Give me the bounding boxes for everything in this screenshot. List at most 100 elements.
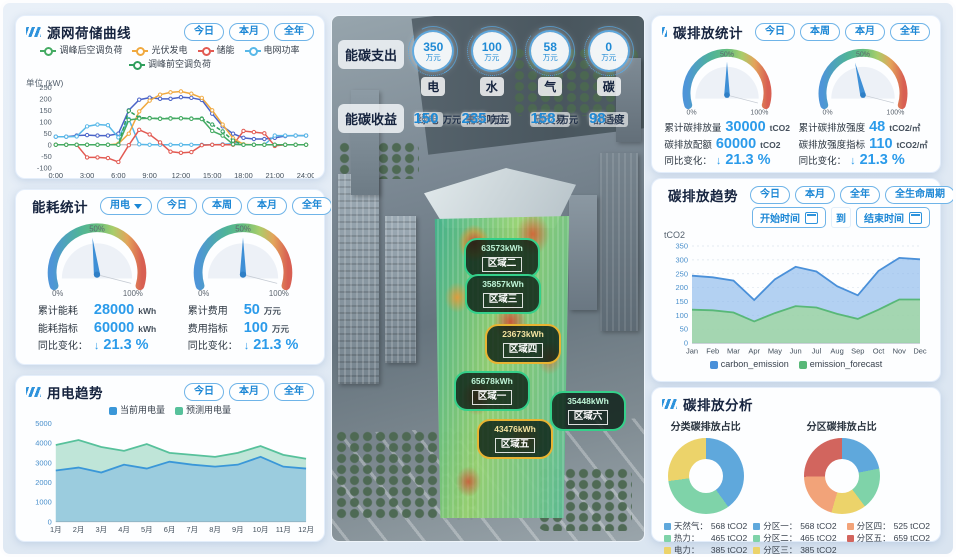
legend-item[interactable]: 分区三： 385 tCO2 (753, 544, 837, 554)
legend-item[interactable]: 电力： 385 tCO2 (663, 544, 748, 555)
svg-text:4月: 4月 (118, 525, 130, 534)
svg-text:Mar: Mar (727, 347, 740, 356)
legend-item[interactable]: 调峰前空调负荷 (128, 58, 211, 71)
stat-label: 同比变化： (664, 156, 712, 167)
svg-text:0:00: 0:00 (49, 171, 63, 180)
svg-text:0%: 0% (823, 109, 833, 116)
filter-year-button[interactable]: 全年 (890, 23, 930, 41)
legend-label: 天然气： (673, 521, 708, 531)
filter-today-button[interactable]: 今日 (750, 186, 790, 204)
panel-energy-stats: 能耗统计 用电 今日 本周 本月 全年 0% 50% 100% 累计能耗 28000 k… (15, 189, 332, 365)
filter-year-button[interactable]: 全年 (274, 383, 314, 401)
end-date-picker[interactable]: 结束时间 (856, 207, 930, 228)
legend-swatch (753, 522, 761, 530)
filter-today-button[interactable]: 今日 (184, 383, 224, 401)
filter-month-button[interactable]: 本月 (229, 23, 269, 41)
legend-item[interactable]: 热力： 465 tCO2 (663, 532, 747, 544)
panel-title: 源网荷储曲线 (47, 26, 131, 41)
building (385, 215, 417, 363)
panel-title: 碳排放趋势 (668, 189, 738, 204)
filter-year-button[interactable]: 全年 (274, 23, 314, 41)
stat-unit: kWh (138, 323, 157, 334)
svg-text:5月: 5月 (141, 525, 153, 534)
legend-label: 调峰后空调负荷 (59, 45, 123, 55)
revenue-item-green-power: 150 万元 绿电 (413, 109, 461, 127)
legend-swatch (197, 46, 214, 56)
legend-item[interactable]: emission_forecast (798, 358, 882, 371)
zone-label-3[interactable]: 35857kWh 区域三 (465, 274, 541, 314)
zone-label-5[interactable]: 43476kWh 区域五 (477, 419, 553, 459)
legend-label: carbon_emission (720, 359, 789, 369)
energy-type-dropdown[interactable]: 用电 (100, 197, 152, 215)
y-axis-unit-label: tCO2 (664, 230, 686, 240)
legend-item[interactable]: 分区二： 465 tCO2 (753, 532, 837, 544)
svg-text:-100: -100 (37, 163, 52, 172)
svg-text:150: 150 (675, 297, 688, 306)
building (338, 173, 379, 384)
svg-text:Jul: Jul (812, 347, 822, 356)
filter-month-button[interactable]: 本月 (229, 383, 269, 401)
legend-label: 热力： (673, 533, 700, 543)
y-axis-unit-label: 单位 (kW) (26, 78, 64, 88)
filter-year-button[interactable]: 全年 (292, 197, 332, 215)
legend-item[interactable]: 调峰后空调负荷 (40, 44, 122, 57)
panel-carbon-analysis: 碳排放分析 分类碳排放占比 天然气： 568 tCO2 热力： 465 tCO2 电力：… (651, 387, 941, 554)
legend-swatch (175, 406, 183, 415)
stat-value: 48 (869, 119, 886, 135)
legend-item[interactable]: 储能 (197, 44, 235, 57)
zone-label-1[interactable]: 65678kWh 区域一 (454, 371, 530, 411)
svg-text:50%: 50% (235, 225, 251, 234)
energy-revenue-row: 能碳收益 150 万元 绿电 235 万元 需求响应 158 万元 碳交易 98… (338, 104, 638, 133)
svg-text:5000: 5000 (35, 419, 52, 428)
svg-text:9月: 9月 (232, 525, 244, 534)
panel-source-grid-curve: 源网荷储曲线 今日 本月 全年 调峰后空调负荷 光伏发电 储能 电网功率调峰前空调负荷… (15, 15, 325, 181)
legend-label: 分区五： (856, 533, 891, 543)
stat-label: 能耗指标 (37, 323, 78, 335)
filter-week-button[interactable]: 本周 (800, 23, 840, 41)
carbon-emission-gauge: 0% 50% 100% (674, 44, 780, 118)
legend-swatch (753, 534, 761, 542)
svg-text:200: 200 (39, 94, 51, 103)
filter-month-button[interactable]: 本月 (795, 186, 835, 204)
legend-item[interactable]: 天然气： 568 tCO2 (663, 520, 747, 532)
svg-text:Oct: Oct (873, 347, 886, 356)
legend-value: 385 tCO2 (710, 545, 748, 555)
zone-label-2[interactable]: 63573kWh 区域二 (464, 238, 540, 278)
panel-title: 用电趋势 (47, 386, 103, 401)
svg-text:12:00: 12:00 (172, 171, 191, 180)
filter-month-button[interactable]: 本月 (845, 23, 885, 41)
svg-text:8月: 8月 (209, 525, 221, 534)
svg-text:Nov: Nov (893, 347, 907, 356)
filter-week-button[interactable]: 本周 (202, 197, 242, 215)
legend-swatch (128, 60, 145, 70)
stat-label: 同比变化： (798, 156, 847, 167)
svg-text:1000: 1000 (35, 498, 52, 507)
legend-item[interactable]: 分区四： 525 tCO2 (846, 520, 930, 532)
stat-unit: tCO2/㎡ (896, 139, 928, 150)
legend-item[interactable]: 光伏发电 (132, 44, 188, 57)
filter-today-button[interactable]: 今日 (184, 23, 224, 41)
stat-label: 碳排放配额 (664, 139, 712, 151)
filter-year-button[interactable]: 全年 (840, 186, 880, 204)
filter-month-button[interactable]: 本月 (247, 197, 287, 215)
donut-title: 分区碳排放占比 (806, 422, 877, 433)
filter-today-button[interactable]: 今日 (157, 197, 197, 215)
svg-text:12月: 12月 (298, 525, 314, 534)
legend-item[interactable]: 电网功率 (244, 44, 300, 57)
legend-item[interactable]: 分区五： 659 tCO2 (846, 532, 930, 544)
legend-item[interactable]: carbon_emission (709, 358, 789, 371)
source-grid-line-chart: 单位 (kW) -100 -50 0 50 100 150 200 250 0:00 3:00 6:… (26, 78, 314, 181)
start-date-picker[interactable]: 开始时间 (752, 207, 826, 228)
zone-label-6[interactable]: 35448kWh 区域六 (550, 391, 626, 431)
legend-item[interactable]: 预测用电量 (175, 404, 231, 417)
filter-lifecycle-button[interactable]: 全生命周期 (885, 186, 953, 204)
svg-text:6月: 6月 (164, 525, 176, 534)
legend-swatch (40, 46, 57, 56)
filter-today-button[interactable]: 今日 (755, 23, 795, 41)
stat-value: 21.3 % (859, 152, 905, 168)
legend-item[interactable]: 当前用电量 (108, 404, 165, 417)
stat-unit: tCO2/㎡ (889, 123, 921, 133)
legend-item[interactable]: 分区一： 568 tCO2 (753, 520, 837, 532)
zone-label-4[interactable]: 23673kWh 区域四 (485, 324, 561, 364)
